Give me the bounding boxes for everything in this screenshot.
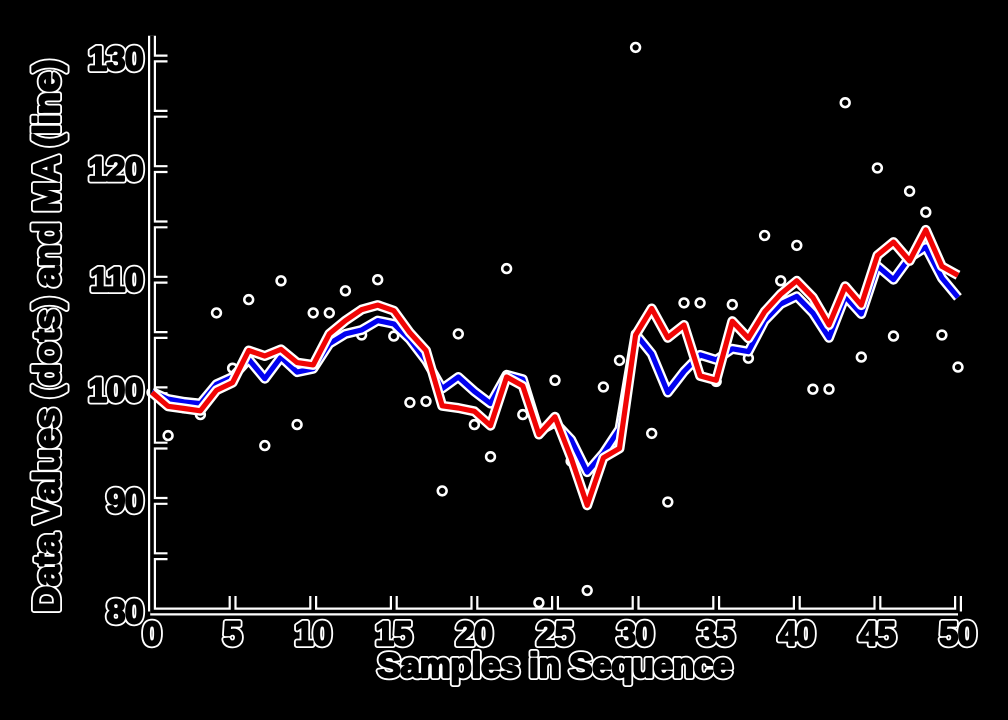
svg-text:80: 80 [107, 593, 144, 630]
svg-text:Samples in Sequence: Samples in Sequence [378, 647, 733, 685]
svg-text:100: 100 [88, 372, 143, 409]
svg-text:130: 130 [88, 40, 143, 77]
svg-text:15: 15 [375, 615, 412, 652]
svg-text:35: 35 [698, 615, 735, 652]
svg-text:35: 35 [698, 615, 735, 652]
svg-text:110: 110 [90, 261, 143, 298]
svg-text:45: 45 [859, 615, 896, 652]
svg-text:90: 90 [107, 482, 144, 519]
svg-text:80: 80 [107, 593, 144, 630]
svg-text:30: 30 [617, 615, 654, 652]
svg-text:110: 110 [90, 261, 143, 298]
svg-text:120: 120 [88, 150, 143, 187]
svg-text:100: 100 [88, 372, 143, 409]
svg-text:Samples in Sequence: Samples in Sequence [378, 647, 733, 685]
svg-text:0: 0 [143, 615, 161, 652]
svg-text:5: 5 [223, 615, 241, 652]
svg-text:45: 45 [859, 615, 896, 652]
svg-text:40: 40 [778, 615, 815, 652]
svg-text:Data Values (dots) and MA (lin: Data Values (dots) and MA (line) [26, 60, 67, 613]
svg-text:50: 50 [940, 615, 977, 652]
svg-text:40: 40 [778, 615, 815, 652]
svg-text:120: 120 [88, 150, 143, 187]
svg-text:0: 0 [143, 615, 161, 652]
svg-text:25: 25 [537, 615, 574, 652]
svg-text:Data Values (dots) and MA (lin: Data Values (dots) and MA (line) [26, 60, 67, 613]
svg-text:90: 90 [107, 482, 144, 519]
svg-text:10: 10 [295, 615, 332, 652]
svg-text:15: 15 [375, 615, 412, 652]
svg-text:20: 20 [456, 615, 493, 652]
svg-text:30: 30 [617, 615, 654, 652]
svg-text:130: 130 [88, 40, 143, 77]
svg-text:25: 25 [537, 615, 574, 652]
svg-text:20: 20 [456, 615, 493, 652]
svg-text:10: 10 [295, 615, 332, 652]
svg-text:5: 5 [223, 615, 241, 652]
svg-text:50: 50 [940, 615, 977, 652]
